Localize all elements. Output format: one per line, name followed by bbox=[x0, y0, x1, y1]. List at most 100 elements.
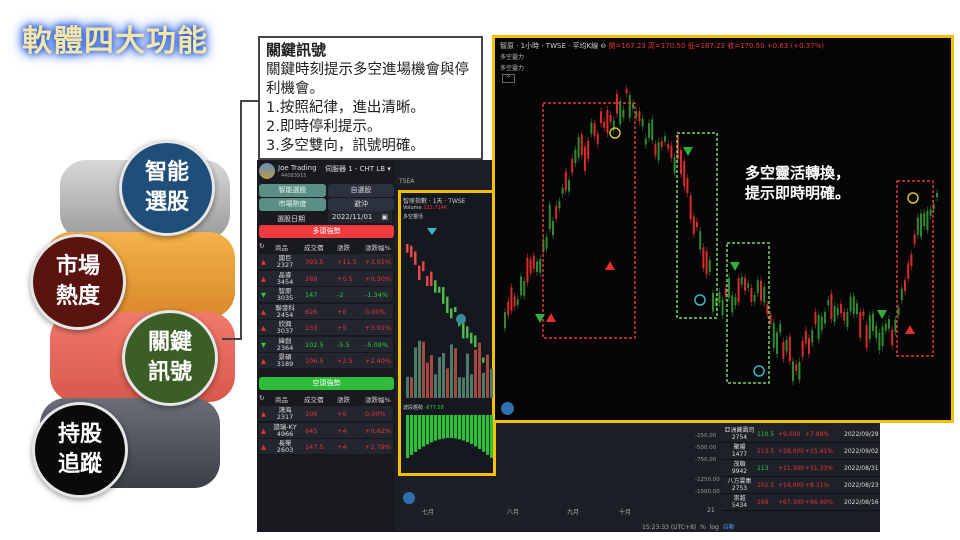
stock-change-pct: -1.34% bbox=[365, 291, 388, 299]
down-arrow-icon: ▼ bbox=[261, 340, 266, 349]
stock-row[interactable]: ▲ 國巨 2327 393.5 +11.5 +3.01% bbox=[259, 254, 393, 270]
cloud-icon[interactable] bbox=[403, 492, 415, 504]
oscillator-bar bbox=[454, 415, 458, 439]
oscillator-label: 波段趨勢 -877.58 bbox=[403, 404, 444, 411]
sell-arrow-icon bbox=[683, 147, 693, 156]
signal-row[interactable]: 八方雲集 2753 102.5 +14,000 +8.31% 2022/08/23 bbox=[722, 477, 880, 494]
candle bbox=[564, 171, 567, 191]
tab-smart-picking[interactable]: 智能選股 bbox=[259, 184, 326, 197]
stock-row[interactable]: ▼ 緯創 2364 102.5 -5.5 -5.09% bbox=[259, 336, 393, 353]
feature-market-heat[interactable]: 市場熱度 bbox=[30, 234, 126, 330]
candle bbox=[673, 157, 676, 173]
feature-key-signal[interactable]: 關鍵訊號 bbox=[122, 310, 218, 406]
stock-row[interactable]: ▲ 晶睿 3454 169 +0.5 +0.30% bbox=[259, 270, 393, 287]
candle bbox=[660, 141, 663, 147]
stock-code: 3189 bbox=[276, 360, 294, 368]
stock-code: 5434 bbox=[731, 502, 748, 509]
candle bbox=[849, 296, 852, 312]
oscillator-axis: -250.00 -500.00 -750.00 -1250.00 -1500.0… bbox=[695, 430, 720, 498]
stock-price: 133 bbox=[305, 324, 318, 332]
candle bbox=[466, 326, 469, 339]
oscillator-bar bbox=[426, 415, 430, 445]
tab-market-heat[interactable]: 市場熱度 bbox=[259, 198, 326, 211]
server-select[interactable]: 伺服器 1 - CHT LB ▾ bbox=[325, 165, 391, 173]
candle bbox=[932, 204, 935, 210]
candle bbox=[442, 287, 445, 304]
stock-code: 2454 bbox=[276, 310, 294, 319]
stock-row[interactable]: ▲ 聯發科 2454 626 +0 0.00% bbox=[259, 303, 393, 320]
candle bbox=[788, 336, 791, 362]
col-header: 漲跌 bbox=[337, 396, 350, 404]
callout-point: 1.按照紀律，進出清晰。 bbox=[266, 100, 425, 116]
candle bbox=[820, 316, 823, 331]
auto-toggle[interactable]: 自動 bbox=[722, 524, 735, 531]
avatar[interactable] bbox=[259, 163, 275, 179]
signal-row[interactable]: 亞洲藏壽司 2754 110.5 +9,000 +7.88% 2022/09/29 bbox=[722, 426, 880, 443]
signal-pct: +11.33% bbox=[805, 465, 833, 472]
chart-header: 智原 · 1小時 · TWSE · 平均K線 ⊖ 開=167.23 高=170.… bbox=[500, 42, 825, 50]
candle bbox=[606, 109, 609, 134]
signal-row[interactable]: 茂順 9942 113 +11,300 +11.33% 2022/08/31 bbox=[722, 460, 880, 477]
candle bbox=[510, 287, 513, 311]
candle bbox=[625, 89, 628, 94]
signal-amount: +9,000 bbox=[778, 431, 801, 438]
signal-date: 2022/08/31 bbox=[844, 465, 879, 472]
oscillator-bar bbox=[434, 415, 438, 441]
stock-code: 2603 bbox=[276, 446, 294, 454]
candle bbox=[609, 115, 612, 122]
candle bbox=[772, 322, 775, 348]
candle bbox=[763, 286, 766, 303]
candle bbox=[654, 144, 657, 156]
up-arrow-icon: ▲ bbox=[261, 443, 266, 451]
candle bbox=[913, 234, 916, 244]
stock-row[interactable]: ▼ 智原 3035 147 -2 -1.34% bbox=[259, 287, 393, 303]
stock-row[interactable]: ▲ 譜瑞-KY 4966 645 +4 +0.62% bbox=[259, 422, 393, 439]
tab-watchlist[interactable]: 自選股 bbox=[328, 184, 394, 197]
date-input[interactable]: 2022/11/01 ▣ bbox=[328, 211, 392, 223]
volume-bar bbox=[482, 372, 485, 398]
feature-smart-picking[interactable]: 智能選股 bbox=[119, 140, 215, 236]
candle bbox=[833, 306, 836, 323]
signal-row[interactable]: 崇越 5434 169 +67,300 +66.90% 2022/08/16 bbox=[722, 494, 880, 511]
caption-line: 提示即時明確。 bbox=[745, 184, 851, 202]
buy-arrow-icon bbox=[546, 313, 556, 322]
stock-row[interactable]: ▲ 欣興 3037 133 +5 +3.91% bbox=[259, 320, 393, 336]
stock-row[interactable]: ▲ 鴻海 2317 106 +0 0.00% bbox=[259, 406, 393, 422]
tab-hedge[interactable]: 避沖 bbox=[328, 198, 394, 211]
feature-holdings[interactable]: 持股追蹤 bbox=[32, 402, 128, 498]
feature-label: 市場熱度 bbox=[55, 254, 100, 309]
candle bbox=[689, 195, 692, 220]
axis-label: 十月 bbox=[619, 509, 632, 516]
candle bbox=[584, 146, 586, 171]
stock-code: 3035 bbox=[276, 294, 294, 302]
osc-name: 波段趨勢 bbox=[403, 405, 424, 411]
collapse-button[interactable]: ^ bbox=[502, 74, 515, 83]
signal-pct: +15.41% bbox=[805, 448, 833, 455]
candle bbox=[418, 265, 421, 281]
ohlc-readout: 開=167.23 高=170.50 低=167.23 收=170.50 +0.6… bbox=[608, 42, 825, 50]
stock-row[interactable]: ▲ 長榮 2603 147.5 +4 +2.79% bbox=[259, 439, 393, 455]
stock-change: +4 bbox=[337, 426, 347, 435]
mid-chart-tab[interactable]: TSEA bbox=[399, 178, 415, 185]
caption-line: 多空靈活轉換， bbox=[745, 164, 851, 182]
calendar-icon[interactable]: ▣ bbox=[381, 213, 388, 221]
candle bbox=[740, 277, 743, 285]
signal-box bbox=[726, 242, 770, 384]
percent-toggle[interactable]: % bbox=[700, 524, 706, 531]
refresh-icon[interactable]: ↻ bbox=[259, 394, 265, 402]
candle bbox=[667, 144, 670, 149]
candle bbox=[840, 303, 842, 314]
chart-caption: 多空靈活轉換， 提示即時明確。 bbox=[745, 163, 851, 203]
candle bbox=[900, 288, 903, 300]
stock-name: 聯發科 bbox=[275, 303, 295, 312]
candle bbox=[635, 111, 638, 117]
candle bbox=[532, 255, 535, 269]
candle bbox=[561, 187, 564, 194]
refresh-icon[interactable]: ↻ bbox=[259, 242, 265, 250]
stock-row[interactable]: ▲ 景碩 3189 106.5 +2.5 +2.40% bbox=[259, 353, 393, 369]
candle bbox=[593, 123, 596, 136]
volume-bar bbox=[478, 342, 481, 398]
signal-row[interactable]: 聚陽 1477 213.5 +28,000 +15.41% 2022/09/02 bbox=[722, 443, 880, 460]
log-toggle[interactable]: log bbox=[709, 524, 719, 531]
cloud-icon[interactable] bbox=[501, 402, 514, 415]
